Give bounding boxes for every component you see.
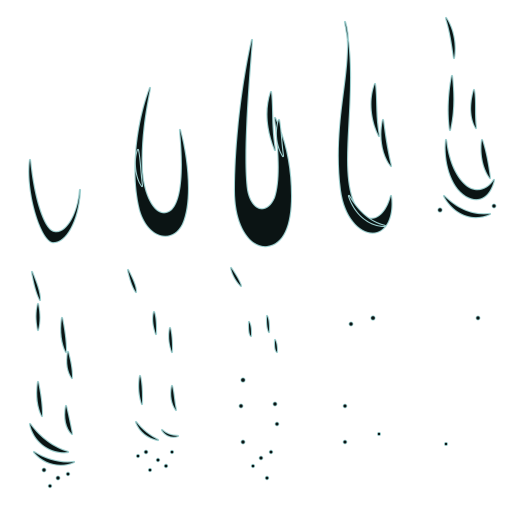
flame-frame-1-drawing: [134, 86, 190, 237]
sprite-frame-5: [0, 256, 102, 512]
flame-frame-5-drawing: [28, 270, 76, 489]
flame-frame-2-drawing: [233, 38, 292, 248]
sprite-frame-4: [410, 0, 512, 256]
flame-frame-0-drawing: [28, 158, 82, 244]
sprite-frame-0: [0, 0, 102, 256]
flame-frame-7-drawing: [229, 266, 280, 481]
flame-frame-8-drawing: [342, 315, 382, 445]
sprite-frame-8: [307, 256, 409, 512]
sprite-frame-3: [307, 0, 409, 256]
flame-frame-9-drawing: [443, 315, 480, 446]
sprite-frame-7: [205, 256, 307, 512]
sprite-frame-1: [102, 0, 204, 256]
flame-frame-3-drawing: [337, 20, 393, 234]
flame-frame-6-drawing: [127, 268, 180, 473]
sprite-frame-9: [410, 256, 512, 512]
sprite-frame-2: [205, 0, 307, 256]
flame-frame-4-drawing: [436, 16, 496, 219]
sprite-frame-6: [102, 256, 204, 512]
